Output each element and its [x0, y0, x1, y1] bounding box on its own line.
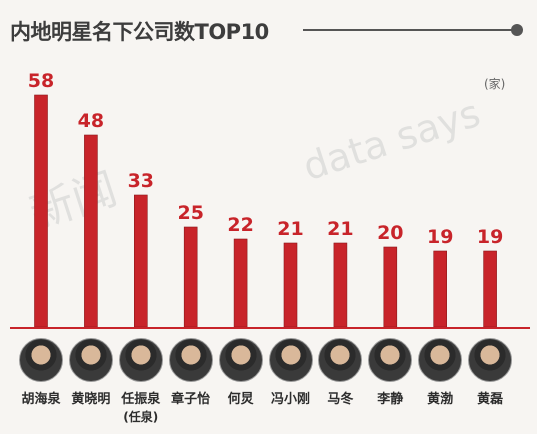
avatar-5 — [268, 338, 313, 382]
value-label-1: 48 — [78, 110, 104, 132]
category-label-3: 章子怡 — [171, 392, 211, 407]
value-label-9: 19 — [477, 226, 503, 248]
category-label-7: 李静 — [377, 392, 404, 407]
avatar-1 — [68, 338, 113, 382]
avatar-7 — [368, 338, 413, 382]
unit-label: (家) — [484, 77, 506, 91]
value-label-2: 33 — [128, 170, 154, 192]
title-row: 内地明星名下公司数TOP10 — [10, 16, 530, 48]
value-label-6: 21 — [327, 218, 353, 240]
category-label-0: 胡海泉 — [21, 392, 61, 407]
avatar-2 — [118, 338, 163, 382]
category-note-2: (任泉) — [123, 410, 159, 424]
bar-1 — [84, 134, 98, 328]
title-dot — [511, 24, 523, 36]
avatar-8 — [418, 338, 463, 382]
bar-5 — [283, 242, 298, 328]
bar-6 — [333, 242, 348, 328]
value-label-4: 22 — [227, 214, 253, 236]
avatar-6 — [318, 338, 363, 382]
category-label-6: 马冬 — [327, 392, 354, 407]
bar-4 — [233, 238, 248, 328]
chart-baseline — [10, 327, 530, 329]
chart-title: 内地明星名下公司数TOP10 — [10, 20, 269, 44]
value-label-7: 20 — [377, 222, 403, 244]
bar-7 — [383, 246, 398, 328]
bar-0 — [34, 94, 48, 328]
value-label-3: 25 — [177, 202, 203, 224]
avatar-3 — [168, 338, 213, 382]
category-label-2: 任振泉 — [121, 392, 161, 407]
value-label-5: 21 — [277, 218, 303, 240]
category-label-9: 黄磊 — [477, 392, 504, 407]
value-label-0: 58 — [28, 70, 54, 92]
category-label-1: 黄晓明 — [71, 392, 111, 407]
bar-8 — [433, 250, 448, 328]
bar-3 — [183, 226, 198, 328]
bar-2 — [134, 194, 148, 328]
avatar-9 — [468, 338, 513, 382]
title-rule — [303, 29, 513, 31]
value-label-8: 19 — [427, 226, 453, 248]
avatar-0 — [19, 338, 63, 382]
bar-9 — [483, 250, 497, 328]
avatar-4 — [218, 338, 263, 382]
category-label-8: 黄渤 — [427, 392, 454, 407]
category-label-5: 冯小刚 — [270, 392, 310, 407]
category-label-4: 何炅 — [227, 392, 254, 407]
